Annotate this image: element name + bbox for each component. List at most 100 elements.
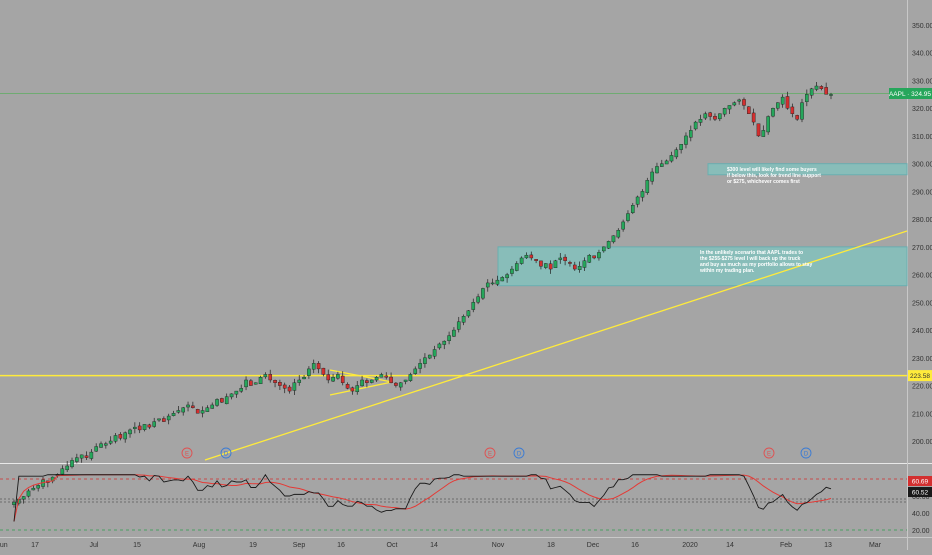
candle-body xyxy=(471,302,476,310)
candle-body xyxy=(355,385,360,392)
y-tick-label: 210.00 xyxy=(912,411,932,418)
candle-body xyxy=(761,130,766,137)
annotation-line: $300 level will likely find some buyers xyxy=(727,167,817,173)
candle-body xyxy=(200,410,205,414)
candle-body xyxy=(679,144,683,150)
candle-body xyxy=(65,465,69,471)
flag-line-lower xyxy=(329,381,393,396)
candle-body xyxy=(442,340,447,345)
candle-body xyxy=(553,260,558,269)
candle-body xyxy=(698,119,703,123)
level-price-badge xyxy=(908,370,932,382)
candle-body xyxy=(331,377,335,382)
candle-body xyxy=(186,404,190,408)
event-label: E xyxy=(767,452,771,458)
rsi-line xyxy=(13,473,832,522)
candle-body xyxy=(413,368,418,374)
rsi-value-label: 60.69 xyxy=(912,479,929,486)
annotation-line: or $275, whichever comes first xyxy=(727,179,800,185)
candle-body xyxy=(133,426,137,429)
candle-body xyxy=(824,87,828,95)
candle-body xyxy=(171,413,176,416)
candle-body xyxy=(166,415,171,421)
candle-body xyxy=(505,274,509,279)
candle-body xyxy=(215,399,219,406)
candle-body xyxy=(249,380,253,386)
x-tick-label: 16 xyxy=(337,542,345,549)
candle-body xyxy=(742,99,746,106)
x-tick-label: Jul xyxy=(90,542,99,549)
event-label: D xyxy=(224,452,229,458)
candle-body xyxy=(321,367,326,375)
y-tick-label: 310.00 xyxy=(912,134,932,141)
x-tick-label: 13 xyxy=(824,542,832,549)
candle-body xyxy=(60,468,65,475)
candle-body xyxy=(655,166,659,174)
candle-body xyxy=(336,374,340,379)
candle-body xyxy=(669,155,674,162)
candle-body xyxy=(118,434,123,439)
candle-body xyxy=(500,277,505,282)
candle-body xyxy=(476,296,480,303)
rsi-tick-label: 60.00 xyxy=(912,494,930,501)
candle-body xyxy=(365,380,369,383)
candle-body xyxy=(548,263,553,270)
event-marker xyxy=(484,447,496,459)
candle-body xyxy=(674,149,679,158)
candle-body xyxy=(403,379,408,382)
support-zone xyxy=(707,163,908,176)
candle-body xyxy=(369,379,374,383)
x-tick-labels: Jun 17 Jul 15 Aug 19 Sep 16 Oct 14 Nov 18 Dec 16 2020 1… xyxy=(0,542,882,549)
x-tick-label: Oct xyxy=(387,542,398,549)
candle-body xyxy=(524,254,529,259)
candle-body xyxy=(684,135,688,145)
candle-body xyxy=(234,390,239,395)
candle-body xyxy=(601,246,606,252)
candle-body xyxy=(268,374,273,381)
annotation-text: $300 level will likely find some buyers i… xyxy=(727,167,821,185)
candle-body xyxy=(181,407,186,413)
candle-body xyxy=(224,396,229,405)
candle-body xyxy=(514,263,519,271)
price-labels: AAPL · 324.95 223.58 60.69 60.52 xyxy=(889,88,932,497)
candle-body xyxy=(727,105,732,110)
candle-body xyxy=(747,106,751,114)
event-label: E xyxy=(185,452,189,458)
event-marker xyxy=(220,447,232,459)
last-price-badge xyxy=(889,88,932,99)
candle-body xyxy=(630,205,635,213)
candle-body xyxy=(128,429,132,435)
x-tick-label: 2020 xyxy=(682,542,698,549)
candle-body xyxy=(568,262,572,264)
x-tick-label: Nov xyxy=(492,542,505,549)
candle-body xyxy=(606,241,611,249)
y-tick-label: 230.00 xyxy=(912,356,932,363)
candle-body xyxy=(693,121,698,130)
candle-body xyxy=(785,96,790,109)
candle-body xyxy=(70,460,74,468)
candle-body xyxy=(751,112,756,123)
x-tick-label: 17 xyxy=(31,542,39,549)
candle-body xyxy=(456,321,461,330)
candle-body xyxy=(543,263,548,268)
candle-body xyxy=(379,374,384,378)
event-label: D xyxy=(804,452,809,458)
trend-line xyxy=(204,230,908,461)
candle-body xyxy=(423,357,427,364)
candle-body xyxy=(650,171,654,182)
y-tick-label: 300.00 xyxy=(912,162,932,169)
candle-body xyxy=(99,443,103,448)
candle-body xyxy=(587,254,592,263)
candle-body xyxy=(104,443,108,446)
candle-body xyxy=(253,382,258,385)
candle-body xyxy=(659,163,664,167)
x-tick-label: Feb xyxy=(780,542,792,549)
candle-body xyxy=(447,335,451,341)
y-tick-label: 250.00 xyxy=(912,300,932,307)
price-pane xyxy=(0,0,907,463)
rsi-value-badge xyxy=(908,476,932,486)
candle-body xyxy=(123,432,127,440)
candle-body xyxy=(398,382,403,388)
candle-body xyxy=(311,363,316,370)
